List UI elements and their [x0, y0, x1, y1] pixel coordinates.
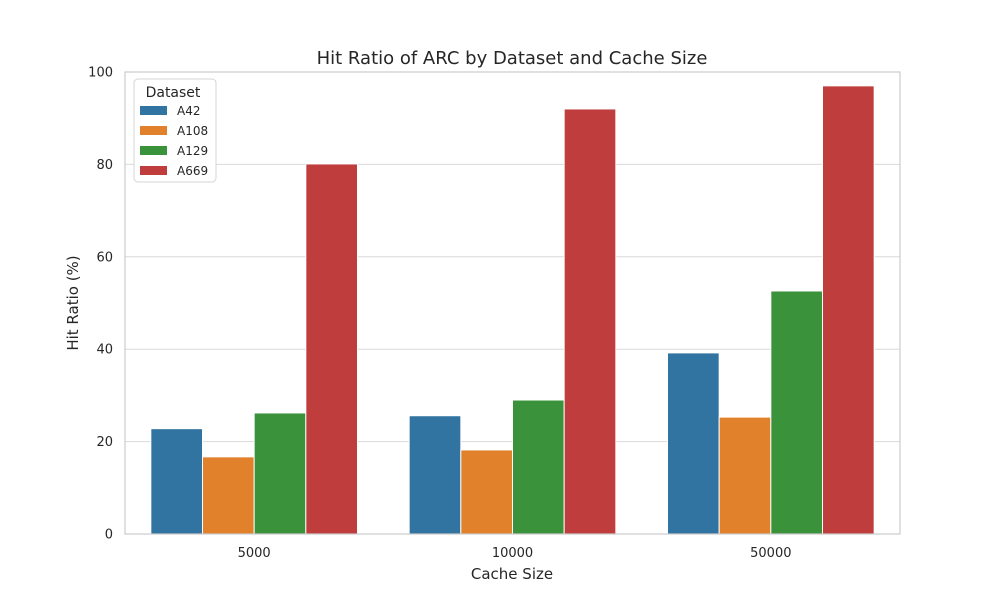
legend-swatch-A108 — [140, 126, 167, 135]
bar-A669-50000 — [822, 85, 875, 535]
plot-frame — [124, 71, 901, 535]
legend-label-A129: A129 — [177, 144, 208, 158]
bar-A129-50000 — [770, 290, 823, 535]
legend-swatch-A129 — [140, 146, 167, 155]
bar-A108-10000 — [460, 449, 514, 535]
bar-A42-50000 — [667, 352, 720, 535]
bar-A108-50000 — [718, 416, 772, 535]
x-tick-label: 50000 — [750, 546, 791, 561]
y-axis-ticks: 0 20 40 60 80 100 — [88, 66, 113, 543]
bar-A42-5000 — [150, 428, 203, 535]
legend-label-A42: A42 — [177, 104, 200, 118]
bars — [150, 85, 875, 535]
legend-items: A42 A108 A129 A669 — [140, 104, 208, 178]
legend-label-A669: A669 — [177, 164, 208, 178]
bar-A129-10000 — [512, 399, 565, 535]
legend-label-A108: A108 — [177, 124, 208, 138]
bar-A42-10000 — [408, 415, 462, 535]
bar-A669-5000 — [305, 163, 359, 535]
legend-title: Dataset — [146, 85, 201, 101]
x-tick-label: 5000 — [238, 546, 271, 561]
y-tick-label: 60 — [96, 250, 113, 265]
y-tick-label: 40 — [96, 343, 113, 358]
y-axis-label: Hit Ratio (%) — [64, 255, 82, 350]
x-axis-label: Cache Size — [471, 565, 553, 583]
bar-A669-10000 — [563, 108, 617, 535]
chart-title: Hit Ratio of ARC by Dataset and Cache Si… — [317, 48, 708, 69]
legend-swatch-A669 — [140, 166, 167, 175]
y-tick-label: 80 — [96, 158, 113, 173]
x-axis-ticks: 5000 10000 50000 — [238, 546, 792, 561]
legend: Dataset A42 A108 A129 A669 — [133, 78, 217, 183]
x-tick-label: 10000 — [492, 546, 533, 561]
bar-A108-5000 — [202, 456, 255, 535]
legend-swatch-A42 — [140, 106, 167, 115]
y-tick-label: 100 — [88, 66, 113, 81]
legend-box — [133, 78, 217, 183]
y-tick-label: 0 — [105, 528, 113, 543]
y-tick-label: 20 — [96, 435, 113, 450]
bar-A129-5000 — [253, 412, 307, 535]
